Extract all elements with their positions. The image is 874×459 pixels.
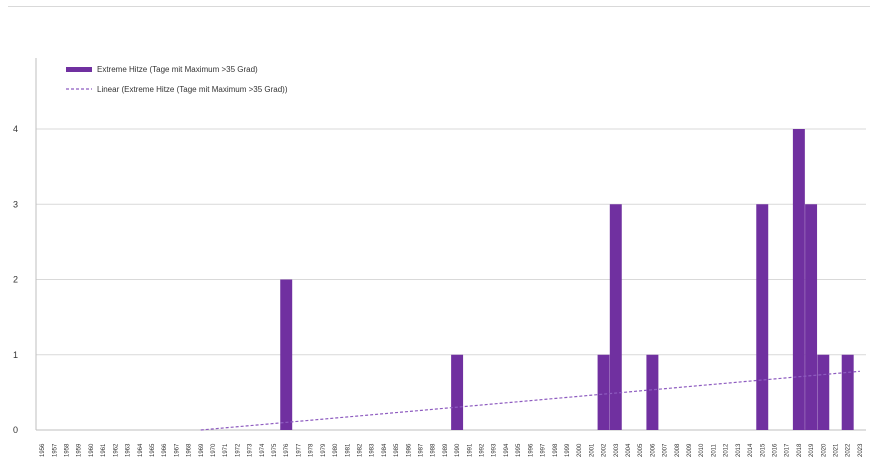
x-tick-2017: 2017 xyxy=(785,443,791,457)
x-tick-1988: 1988 xyxy=(431,443,437,457)
x-tick-2003: 2003 xyxy=(614,443,620,457)
x-tick-1989: 1989 xyxy=(443,443,449,457)
x-tick-1976: 1976 xyxy=(284,443,290,457)
x-tick-1966: 1966 xyxy=(162,443,168,457)
x-tick-2002: 2002 xyxy=(602,443,608,457)
x-tick-1957: 1957 xyxy=(52,443,58,457)
x-tick-2023: 2023 xyxy=(858,443,864,457)
x-tick-2012: 2012 xyxy=(724,443,730,457)
x-tick-1995: 1995 xyxy=(516,443,522,457)
x-tick-1985: 1985 xyxy=(394,443,400,457)
x-tick-2005: 2005 xyxy=(638,443,644,457)
x-tick-labels: 1956 1957 1958 1959 1960 1961 1962 1963 1964 1965… xyxy=(40,443,864,457)
x-tick-2010: 2010 xyxy=(699,443,705,457)
legend-swatch-bars xyxy=(66,67,92,72)
legend-label-trendline: Linear (Extreme Hitze (Tage mit Maximum … xyxy=(97,85,288,94)
x-tick-1993: 1993 xyxy=(492,443,498,457)
y-tick-1: 1 xyxy=(13,350,18,360)
bar-2022 xyxy=(841,354,854,430)
x-tick-2018: 2018 xyxy=(797,443,803,457)
bar-2019 xyxy=(805,204,818,430)
y-tick-3: 3 xyxy=(13,199,18,209)
x-tick-1984: 1984 xyxy=(382,443,388,457)
x-tick-1974: 1974 xyxy=(260,443,266,457)
x-tick-2009: 2009 xyxy=(687,443,693,457)
x-tick-1972: 1972 xyxy=(235,443,241,457)
bar-1990 xyxy=(451,354,464,430)
bar-2020 xyxy=(817,354,830,430)
x-tick-1997: 1997 xyxy=(541,443,547,457)
x-tick-2001: 2001 xyxy=(589,443,595,457)
x-tick-1994: 1994 xyxy=(504,443,510,457)
x-tick-1967: 1967 xyxy=(174,443,180,457)
bar-2003 xyxy=(609,204,622,430)
legend-label-bars: Extreme Hitze (Tage mit Maximum >35 Grad… xyxy=(97,65,258,74)
x-tick-1964: 1964 xyxy=(138,443,144,457)
x-tick-2008: 2008 xyxy=(675,443,681,457)
x-tick-1977: 1977 xyxy=(296,443,302,457)
x-tick-1982: 1982 xyxy=(357,443,363,457)
x-tick-2019: 2019 xyxy=(809,443,815,457)
x-tick-1978: 1978 xyxy=(309,443,315,457)
top-divider xyxy=(8,6,870,7)
x-tick-1991: 1991 xyxy=(467,443,473,457)
x-tick-1975: 1975 xyxy=(272,443,278,457)
x-tick-1956: 1956 xyxy=(40,443,46,457)
x-tick-2022: 2022 xyxy=(846,443,852,457)
x-tick-1980: 1980 xyxy=(333,443,339,457)
bar-2006 xyxy=(646,354,659,430)
x-tick-1961: 1961 xyxy=(101,443,107,457)
x-tick-1987: 1987 xyxy=(418,443,424,457)
x-tick-1973: 1973 xyxy=(248,443,254,457)
y-tick-2: 2 xyxy=(13,275,18,285)
x-tick-2015: 2015 xyxy=(760,443,766,457)
x-tick-1958: 1958 xyxy=(65,443,71,457)
x-tick-2020: 2020 xyxy=(821,443,827,457)
gridlines xyxy=(36,128,866,356)
x-tick-2007: 2007 xyxy=(663,443,669,457)
x-tick-2004: 2004 xyxy=(626,443,632,457)
x-tick-1960: 1960 xyxy=(89,443,95,457)
x-tick-1968: 1968 xyxy=(187,443,193,457)
x-tick-2013: 2013 xyxy=(736,443,742,457)
trendline xyxy=(200,370,860,431)
bar-2015 xyxy=(756,204,769,430)
x-tick-2006: 2006 xyxy=(650,443,656,457)
x-tick-1963: 1963 xyxy=(126,443,132,457)
bar-2018 xyxy=(792,129,805,430)
x-tick-2021: 2021 xyxy=(833,443,839,457)
x-tick-1981: 1981 xyxy=(345,443,351,457)
x-tick-1969: 1969 xyxy=(199,443,205,457)
x-tick-2000: 2000 xyxy=(577,443,583,457)
x-tick-1996: 1996 xyxy=(528,443,534,457)
y-tick-0: 0 xyxy=(13,425,18,435)
x-tick-1998: 1998 xyxy=(553,443,559,457)
x-tick-1962: 1962 xyxy=(113,443,119,457)
bars xyxy=(280,129,854,430)
x-tick-2014: 2014 xyxy=(748,443,754,457)
x-tick-1979: 1979 xyxy=(321,443,327,457)
legend: Extreme Hitze (Tage mit Maximum >35 Grad… xyxy=(66,65,288,94)
x-tick-2016: 2016 xyxy=(772,443,778,457)
y-tick-4: 4 xyxy=(13,124,18,134)
x-tick-1986: 1986 xyxy=(406,443,412,457)
bar-1976 xyxy=(280,279,293,430)
x-tick-1999: 1999 xyxy=(565,443,571,457)
x-tick-1990: 1990 xyxy=(455,443,461,457)
x-tick-1965: 1965 xyxy=(150,443,156,457)
y-tick-labels: 0 1 2 3 4 xyxy=(13,124,18,435)
x-tick-1970: 1970 xyxy=(211,443,217,457)
x-tick-1971: 1971 xyxy=(223,443,229,457)
bar-2002 xyxy=(597,354,610,430)
x-tick-1992: 1992 xyxy=(480,443,486,457)
x-tick-1959: 1959 xyxy=(77,443,83,457)
x-tick-2011: 2011 xyxy=(711,443,717,457)
x-tick-1983: 1983 xyxy=(370,443,376,457)
